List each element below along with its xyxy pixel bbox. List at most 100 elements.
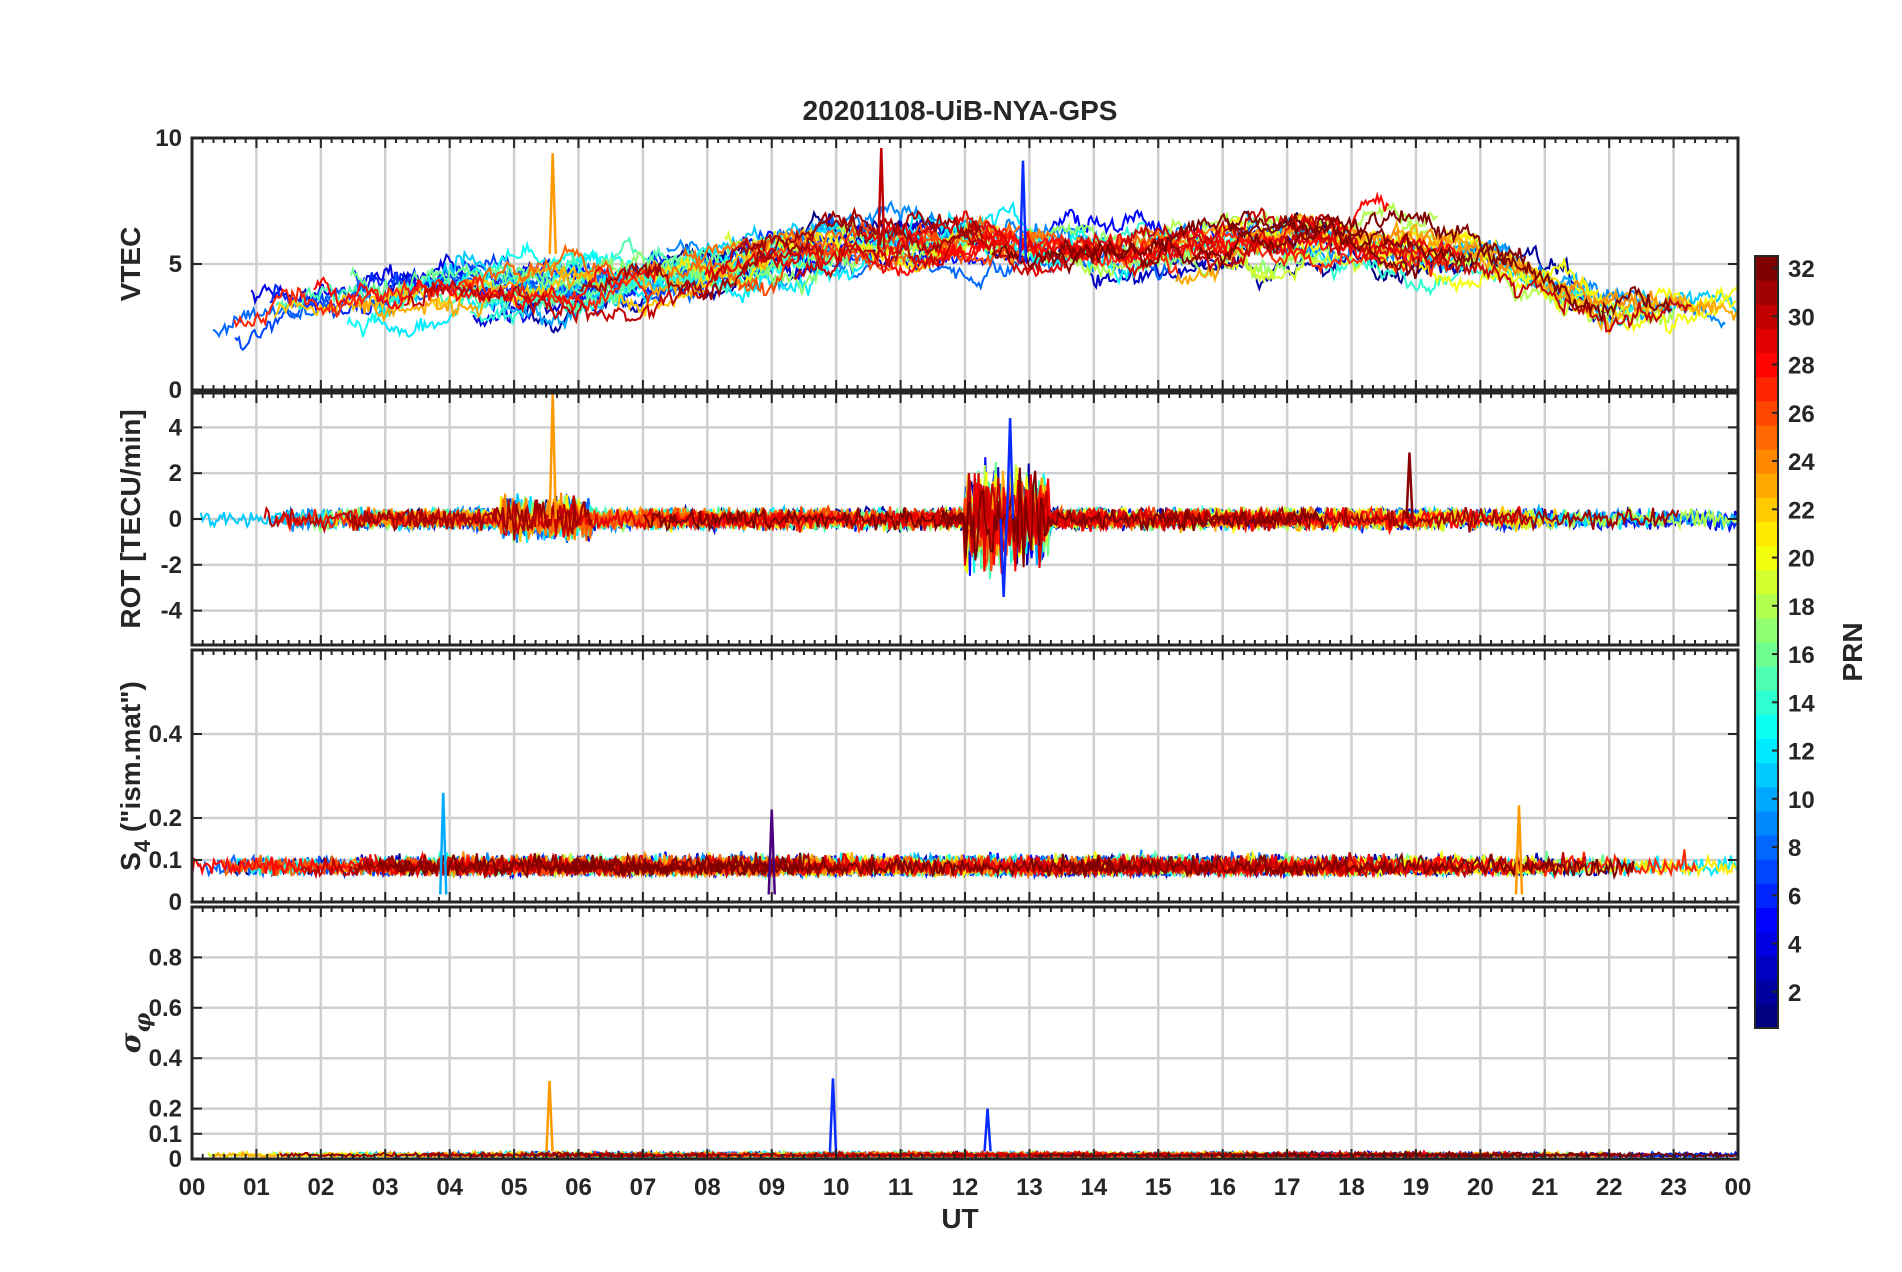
- series-line-prn-24: [1139, 224, 1658, 313]
- x-tick-label: 23: [1660, 1174, 1687, 1201]
- colorbar-segment: [1755, 280, 1778, 305]
- x-tick-label: 20: [1467, 1174, 1494, 1201]
- colorbar-segment: [1755, 497, 1778, 522]
- series-line-prn-32: [1033, 1149, 1304, 1158]
- colorbar-segment: [1755, 304, 1778, 329]
- colorbar-tick-label: 6: [1788, 883, 1801, 910]
- panel-1: 0 5 10 VTEC: [115, 125, 1740, 404]
- colorbar-segment: [1755, 617, 1778, 643]
- y-tick-label: -2: [161, 552, 182, 579]
- series-line-prn-32: [991, 217, 1421, 280]
- colorbar-tick-label: 10: [1788, 787, 1815, 814]
- colorbar-segment: [1755, 955, 1778, 981]
- colorbar-segment: [1755, 786, 1778, 812]
- x-tick-label: 12: [952, 1174, 979, 1201]
- x-tick-label: 00: [179, 1174, 206, 1201]
- series-line-prn-32: [1048, 209, 1527, 276]
- colorbar-tick-label: 12: [1788, 739, 1815, 766]
- spike-2-1: [548, 393, 557, 520]
- spike-4-3: [983, 1108, 992, 1152]
- colorbar-segment: [1755, 690, 1778, 715]
- x-tick-label: 10: [823, 1174, 850, 1201]
- x-tick-label: 19: [1403, 1174, 1430, 1201]
- y-tick-label: 0.1: [149, 847, 182, 874]
- colorbar-segment: [1755, 762, 1778, 788]
- spike-3-3: [1514, 805, 1524, 895]
- ylabel-sub: 4: [130, 839, 155, 852]
- colorbar-segment: [1755, 738, 1778, 764]
- colorbar-tick-label: 4: [1788, 932, 1802, 959]
- panel-2-ylabel: ROT [TECU/min]: [115, 409, 146, 628]
- y-tick-label: 0: [169, 889, 182, 916]
- colorbar-segment: [1755, 810, 1778, 836]
- series-line-prn-32: [1226, 210, 1673, 322]
- colorbar-tick-label: 26: [1788, 401, 1815, 428]
- colorbar-segment: [1755, 400, 1778, 426]
- spike-2-4: [1405, 452, 1414, 520]
- panel-3-ticks: [191, 650, 1739, 902]
- ylabel-main: S: [115, 852, 146, 871]
- colorbar-tick-label: 30: [1788, 304, 1815, 331]
- y-tick-label: 0.4: [149, 721, 183, 748]
- panel-4-ticks: [191, 907, 1739, 1159]
- colorbar-segment: [1755, 907, 1778, 933]
- colorbar-tick-label: 22: [1788, 497, 1815, 524]
- x-tick-label: 05: [501, 1174, 528, 1201]
- colorbar-segment: [1755, 569, 1778, 595]
- y-tick-label: 0.1: [149, 1121, 182, 1148]
- panel-3: 00.10.20.4S4 ("ism.mat"): [115, 648, 1740, 916]
- series-line-prn-31: [579, 206, 977, 301]
- spike-1-1: [548, 153, 557, 254]
- colorbar-segment: [1755, 714, 1778, 740]
- colorbar-segment: [1755, 545, 1778, 571]
- x-tick-label: 16: [1209, 1174, 1236, 1201]
- ylabel-main: σ: [114, 1032, 147, 1053]
- x-tick-label: 07: [630, 1174, 657, 1201]
- colorbar-tick-label: 20: [1788, 546, 1815, 573]
- y-tick-label: 5: [169, 251, 182, 278]
- colorbar-segment: [1755, 1003, 1778, 1029]
- ylabel-sub: φ: [130, 1013, 156, 1033]
- y-tick-label: 0: [169, 1146, 182, 1173]
- panel-4-ylabel: σφ: [114, 1013, 156, 1054]
- series-line-prn-26: [751, 219, 956, 266]
- series-line-prn-23: [212, 1149, 504, 1158]
- series-line-prn-22: [616, 226, 820, 317]
- x-tick-label: 11: [888, 1174, 913, 1201]
- colorbar-segment: [1755, 328, 1778, 354]
- panel-1-ticks: [191, 138, 1739, 390]
- series-line-prn-32: [1068, 851, 1635, 880]
- y-tick-label: 0.2: [149, 1096, 182, 1123]
- panel-1-ylabel: VTEC: [115, 227, 146, 302]
- spike-4-1: [545, 1080, 554, 1152]
- colorbar-segment: [1755, 642, 1778, 667]
- series-line-prn-29: [704, 210, 1223, 283]
- x-tick-label: 18: [1338, 1174, 1365, 1201]
- colorbar-segment: [1755, 979, 1778, 1005]
- x-tick-label: 14: [1080, 1174, 1107, 1201]
- panel-2-ticks: [191, 393, 1739, 645]
- x-tick-label: 03: [372, 1174, 399, 1201]
- y-tick-label: 4: [169, 414, 183, 441]
- spike-1-2: [877, 148, 886, 249]
- colorbar-segment: [1755, 256, 1778, 281]
- y-tick-label: 0: [169, 506, 182, 533]
- colorbar-segment: [1755, 473, 1778, 498]
- y-tick-label: 0.4: [149, 1045, 183, 1072]
- colorbar-frame: [1754, 255, 1779, 1029]
- panel-3-series: [192, 848, 1738, 881]
- colorbar-segment: [1755, 424, 1778, 450]
- spike-4-2: [828, 1078, 838, 1152]
- x-tick-label: 08: [694, 1174, 721, 1201]
- spike-2-2: [1005, 418, 1015, 520]
- y-tick-label: 0.6: [149, 995, 182, 1022]
- y-tick-label: 10: [155, 125, 182, 152]
- x-tick-label: 13: [1016, 1174, 1043, 1201]
- colorbar-segment: [1755, 666, 1778, 691]
- x-axis-label: UT: [941, 1203, 978, 1234]
- x-tick-label: 09: [758, 1174, 785, 1201]
- colorbar-segment: [1755, 593, 1778, 619]
- colorbar-tick-label: 2: [1788, 980, 1801, 1007]
